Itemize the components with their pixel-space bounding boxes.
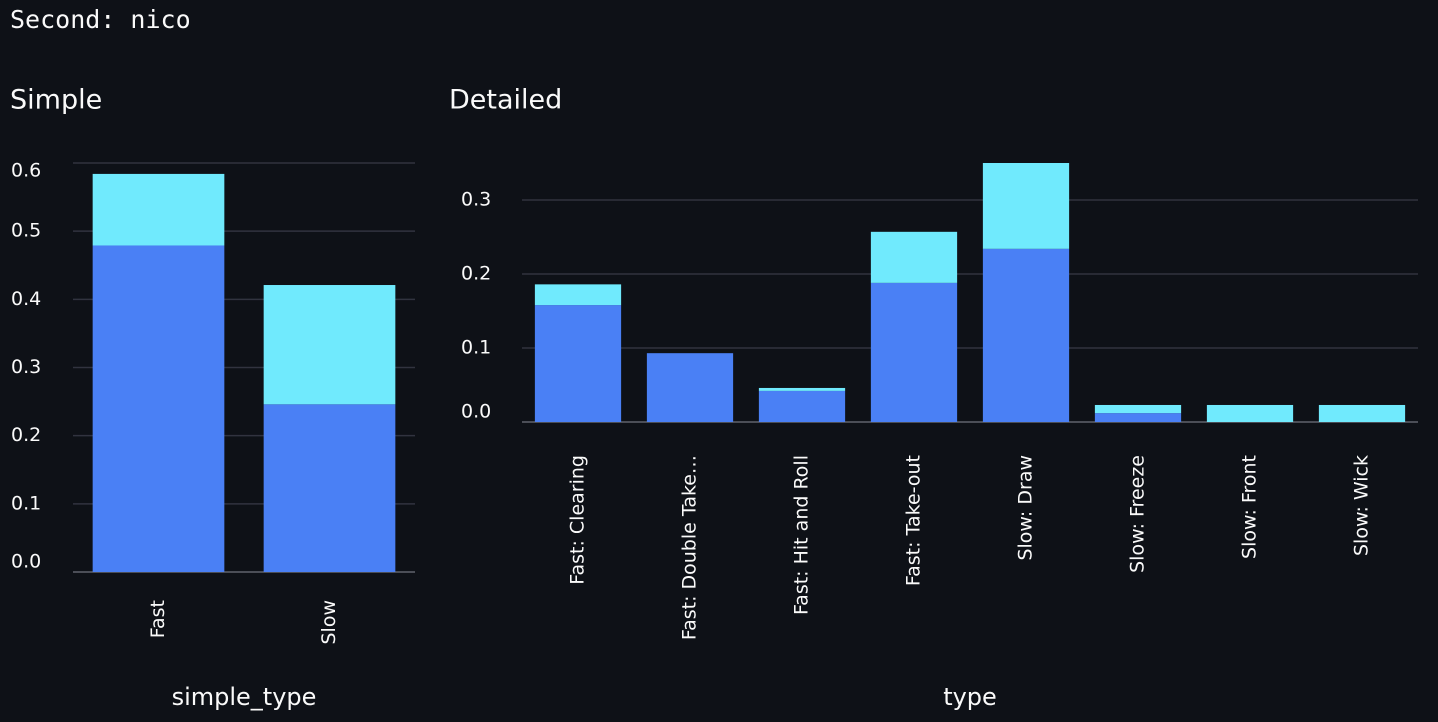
y-tick-label: 0.2 (461, 263, 491, 285)
bar-segment (870, 231, 958, 283)
header-text: Second: nico (10, 5, 191, 34)
y-tick-label: 0.4 (11, 288, 41, 310)
x-tick-label: Slow: Front (1239, 455, 1261, 559)
bar-segment (982, 163, 1070, 249)
bar-segment (92, 245, 225, 572)
bar-segment (1318, 404, 1406, 422)
x-axis-label: simple_type (172, 683, 317, 711)
bar-segment (263, 404, 396, 572)
bar-segment (1094, 413, 1182, 422)
x-tick-label: Slow: Freeze (1127, 455, 1149, 573)
y-tick-label: 0.3 (461, 189, 491, 211)
x-tick-label: Slow (318, 600, 340, 645)
y-tick-label: 0.0 (461, 401, 491, 423)
y-tick-label: 0.6 (11, 160, 41, 182)
chart-title: Simple (10, 85, 102, 116)
chart-title: Detailed (449, 85, 562, 116)
x-tick-label: Fast (147, 600, 169, 638)
bar-segment (646, 353, 734, 422)
bar-segment (870, 282, 958, 422)
y-tick-label: 0.0 (11, 551, 41, 573)
x-tick-label: Slow: Wick (1351, 455, 1373, 556)
y-tick-label: 0.3 (11, 356, 41, 378)
bar-segment (534, 305, 622, 422)
bar-segment (1094, 404, 1182, 414)
bar-segment (1206, 404, 1294, 422)
bar-segment (758, 387, 846, 391)
x-axis-label: type (943, 683, 997, 711)
y-tick-label: 0.1 (11, 492, 41, 514)
bar-segment (263, 285, 396, 405)
y-tick-label: 0.5 (11, 220, 41, 242)
y-tick-label: 0.2 (11, 424, 41, 446)
bar-segment (534, 284, 622, 306)
bar-segment (982, 248, 1070, 422)
y-tick-label: 0.1 (461, 337, 491, 359)
x-tick-label: Fast: Hit and Roll (791, 455, 813, 615)
x-tick-label: Fast: Double Take… (679, 455, 701, 640)
x-tick-label: Fast: Clearing (567, 455, 589, 585)
x-tick-label: Slow: Draw (1015, 455, 1037, 561)
x-tick-label: Fast: Take-out (903, 455, 925, 586)
bar-segment (92, 173, 225, 246)
bar-segment (758, 390, 846, 422)
